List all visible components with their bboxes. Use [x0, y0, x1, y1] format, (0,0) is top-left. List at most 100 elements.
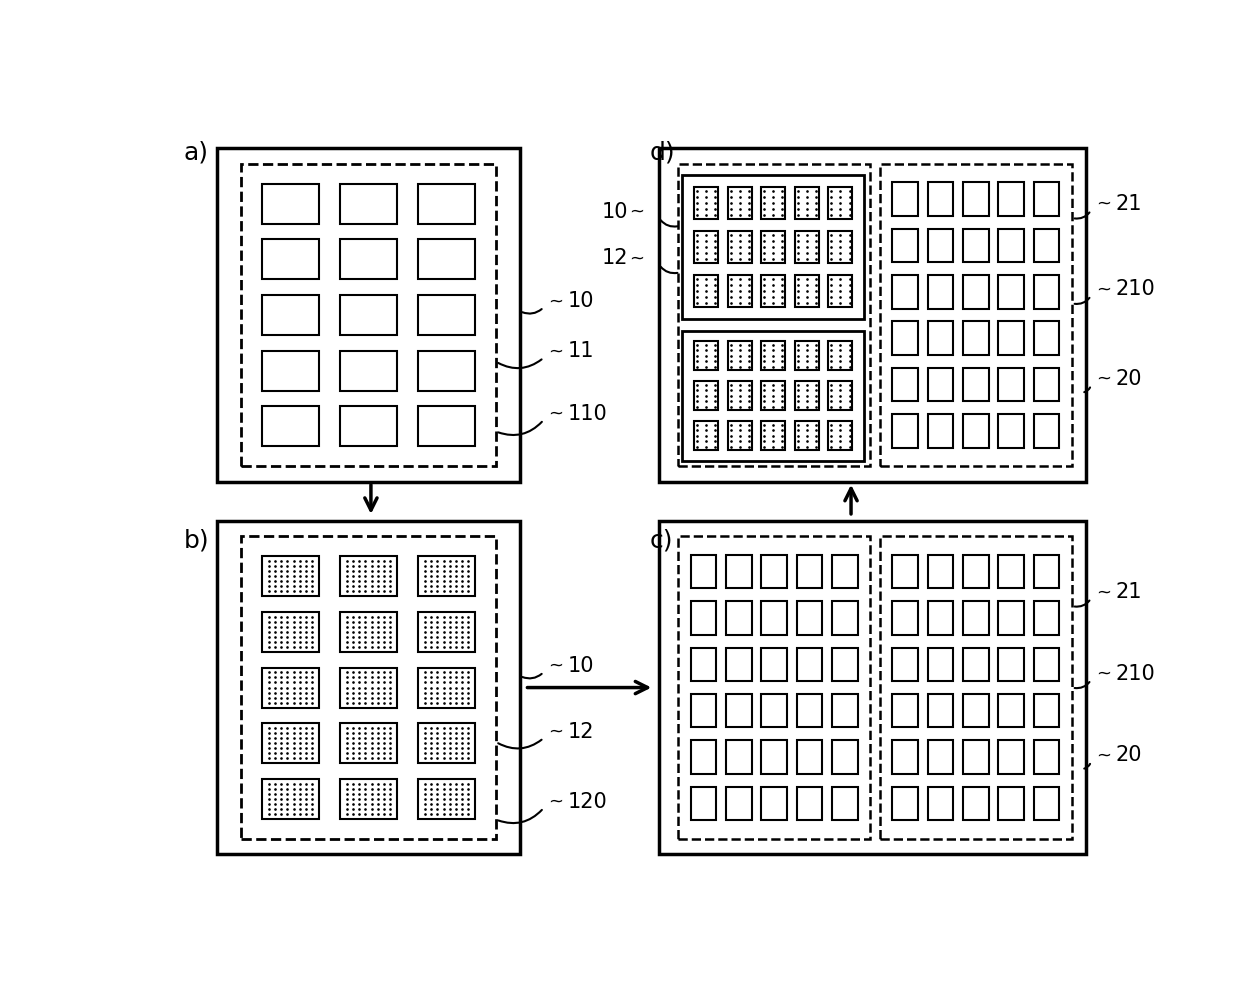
Bar — [928, 648, 953, 681]
Bar — [928, 695, 953, 728]
Text: ~: ~ — [1097, 195, 1111, 213]
Bar — [242, 163, 496, 467]
Bar — [217, 148, 520, 482]
Bar — [1033, 182, 1059, 216]
Bar — [263, 723, 318, 763]
Bar — [999, 695, 1023, 728]
Bar — [419, 779, 475, 820]
Bar — [691, 741, 716, 774]
Text: 210: 210 — [1115, 279, 1155, 299]
Bar — [419, 556, 475, 596]
Bar — [963, 601, 989, 635]
Bar — [963, 182, 989, 216]
Bar — [829, 421, 852, 451]
Bar — [762, 787, 787, 821]
Bar — [762, 601, 787, 635]
Bar — [892, 229, 918, 262]
Bar — [419, 406, 475, 447]
Bar — [892, 414, 918, 448]
Bar — [833, 554, 857, 589]
Bar — [928, 414, 953, 448]
Bar — [928, 275, 953, 308]
Bar — [892, 275, 918, 308]
Text: ~: ~ — [1097, 746, 1111, 764]
Bar — [999, 368, 1023, 401]
Text: 21: 21 — [1115, 194, 1141, 214]
Bar — [963, 414, 989, 448]
Bar — [928, 554, 953, 589]
Bar — [217, 521, 520, 855]
Text: ~: ~ — [1097, 280, 1111, 298]
Bar — [999, 741, 1023, 774]
Bar — [999, 414, 1023, 448]
Bar — [419, 723, 475, 763]
Text: 10: 10 — [602, 202, 628, 222]
Text: 110: 110 — [567, 403, 607, 423]
Text: 20: 20 — [1115, 369, 1141, 389]
Bar — [833, 648, 857, 681]
Bar — [797, 554, 823, 589]
Bar — [928, 787, 953, 821]
Bar — [829, 187, 852, 219]
Bar — [263, 239, 318, 279]
Bar — [1033, 695, 1059, 728]
Bar — [691, 601, 716, 635]
Bar — [419, 351, 475, 391]
Bar — [829, 275, 852, 307]
Bar — [963, 229, 989, 262]
Bar — [829, 381, 852, 410]
Bar — [1033, 368, 1059, 401]
Bar — [928, 322, 953, 355]
Bar — [419, 183, 475, 224]
Bar — [341, 295, 396, 335]
Bar — [892, 322, 918, 355]
Bar — [727, 187, 752, 219]
Bar — [341, 239, 396, 279]
Bar — [1033, 414, 1059, 448]
Bar — [833, 787, 857, 821]
Text: ~: ~ — [1097, 583, 1111, 601]
Bar — [726, 648, 752, 681]
Bar — [1033, 787, 1059, 821]
Bar — [727, 231, 752, 263]
Bar — [963, 322, 989, 355]
Bar — [678, 163, 870, 467]
Text: ~: ~ — [549, 292, 564, 310]
Bar — [963, 368, 989, 401]
Bar — [999, 182, 1023, 216]
Bar — [1033, 648, 1059, 681]
Text: ~: ~ — [549, 723, 564, 741]
Bar — [341, 556, 396, 596]
Bar — [797, 695, 823, 728]
Bar — [727, 381, 752, 410]
Text: ~: ~ — [629, 249, 644, 267]
Bar — [726, 695, 752, 728]
Bar — [694, 231, 719, 263]
Text: 21: 21 — [1115, 582, 1141, 602]
Bar — [762, 648, 787, 681]
Text: 20: 20 — [1115, 745, 1141, 765]
Text: ~: ~ — [629, 203, 644, 221]
Text: 210: 210 — [1115, 663, 1155, 683]
Bar — [694, 421, 719, 451]
Bar — [694, 342, 719, 370]
Bar — [963, 787, 989, 821]
Bar — [681, 175, 865, 319]
Text: 10: 10 — [567, 656, 595, 675]
Bar — [794, 421, 819, 451]
Text: ~: ~ — [549, 657, 564, 674]
Bar — [928, 229, 953, 262]
Bar — [892, 648, 918, 681]
Bar — [928, 601, 953, 635]
Bar — [892, 601, 918, 635]
Bar — [999, 554, 1023, 589]
Bar — [761, 381, 786, 410]
Bar — [892, 787, 918, 821]
Bar — [726, 787, 752, 821]
Bar — [797, 741, 823, 774]
Bar — [726, 554, 752, 589]
Bar — [833, 741, 857, 774]
Bar — [727, 275, 752, 307]
Bar — [263, 406, 318, 447]
Bar — [762, 741, 787, 774]
